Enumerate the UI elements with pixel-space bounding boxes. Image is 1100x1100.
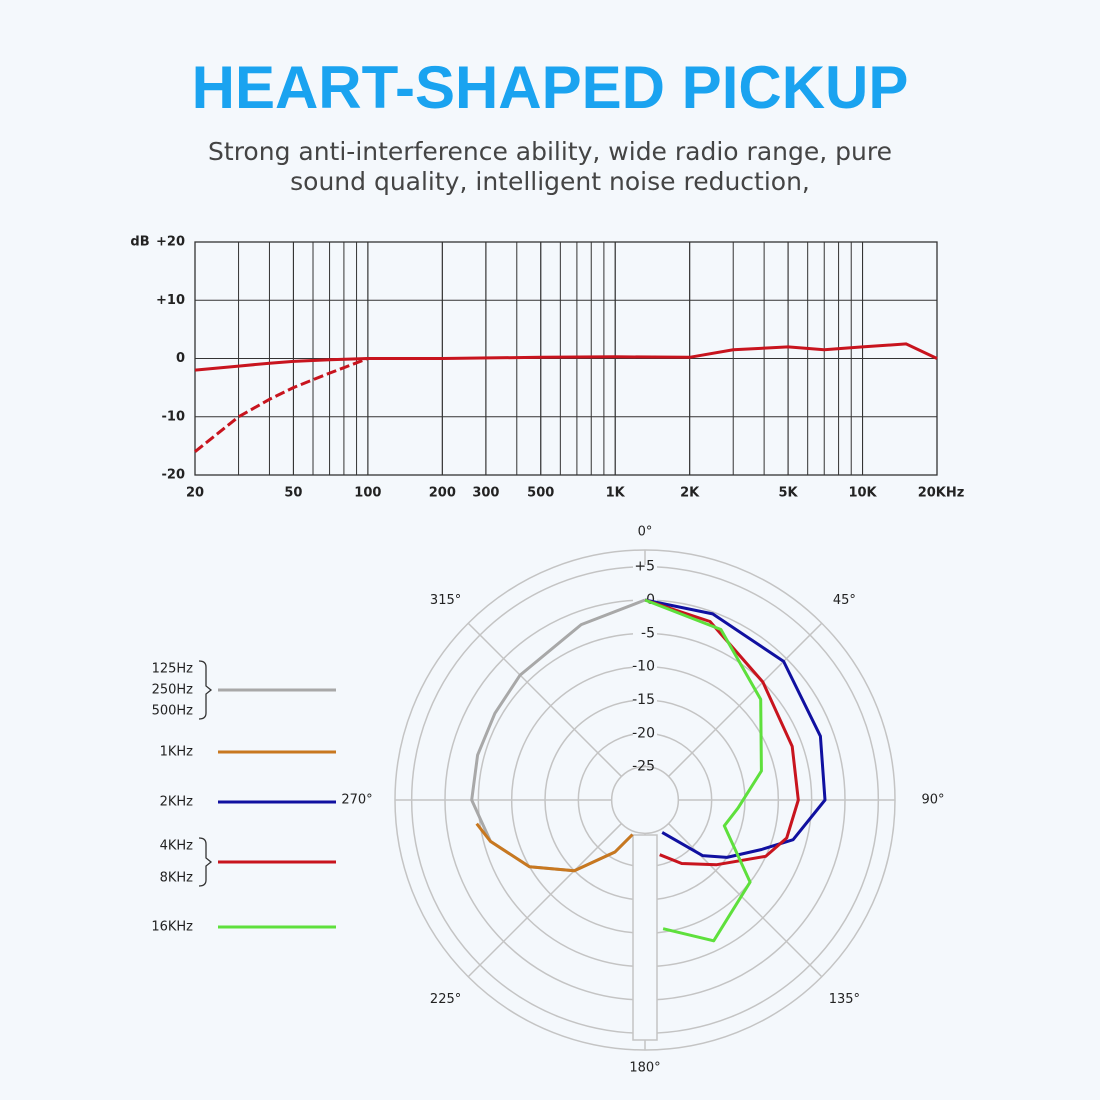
legend-label: 2KHz [160, 795, 194, 810]
legend-brace [198, 837, 213, 887]
r-tick-label: -20 [632, 725, 655, 741]
legend-label: 1KHz [160, 745, 194, 760]
y-axis-label: dB [130, 235, 149, 250]
y-tick-label: +20 [156, 235, 185, 250]
angle-label: 270° [341, 793, 372, 808]
polar-spoke [668, 622, 823, 777]
title: HEART-SHAPED PICKUP [192, 54, 909, 121]
polar-curve [475, 822, 634, 873]
r-tick-label: -25 [632, 759, 655, 775]
legend-label: 500Hz [152, 704, 194, 719]
series-line [194, 342, 938, 372]
angle-label: 225° [430, 992, 461, 1007]
angle-label: 180° [629, 1061, 660, 1076]
angle-label: 315° [430, 593, 461, 608]
x-tick-label: 500 [527, 486, 554, 501]
angle-label: 0° [638, 525, 653, 540]
polar-curve [644, 598, 800, 867]
x-tick-label: 100 [354, 486, 381, 501]
subtitle: Strong anti-interference ability, wide r… [208, 137, 892, 166]
legend-brace [198, 660, 213, 720]
angle-label: 90° [921, 793, 944, 808]
y-tick-label: +10 [156, 293, 185, 308]
x-tick-label: 200 [429, 486, 456, 501]
legend-label: 125Hz [152, 662, 194, 677]
x-tick-label: 1K [606, 486, 626, 501]
subtitle: sound quality, intelligent noise reducti… [290, 167, 810, 196]
x-tick-label: 2K [680, 486, 700, 501]
polar-spoke [467, 823, 622, 978]
axis-gap [633, 565, 657, 765]
series-line [194, 357, 369, 453]
x-tick-label: 300 [472, 486, 499, 501]
y-tick-label: -10 [162, 409, 186, 424]
polar-curve [644, 598, 827, 859]
r-tick-label: +5 [634, 559, 655, 575]
legend-label: 8KHz [160, 871, 194, 886]
r-tick-label: -10 [632, 659, 655, 675]
x-tick-label: 20KHz [918, 486, 965, 501]
y-tick-label: -20 [162, 468, 186, 483]
y-tick-label: 0 [176, 351, 185, 366]
angle-label: 45° [833, 593, 856, 608]
r-tick-label: -5 [641, 625, 655, 641]
x-tick-label: 5K [779, 486, 799, 501]
legend-label: 4KHz [160, 839, 194, 854]
x-tick-label: 10K [848, 486, 877, 501]
x-tick-label: 50 [284, 486, 302, 501]
angle-label: 135° [829, 992, 860, 1007]
axis-gap [632, 834, 658, 1041]
x-tick-label: 20 [186, 486, 204, 501]
legend-label: 16KHz [151, 920, 193, 935]
r-tick-label: -15 [632, 692, 655, 708]
legend-label: 250Hz [152, 683, 194, 698]
polar-spoke [467, 622, 622, 777]
polar-curve [644, 598, 763, 943]
